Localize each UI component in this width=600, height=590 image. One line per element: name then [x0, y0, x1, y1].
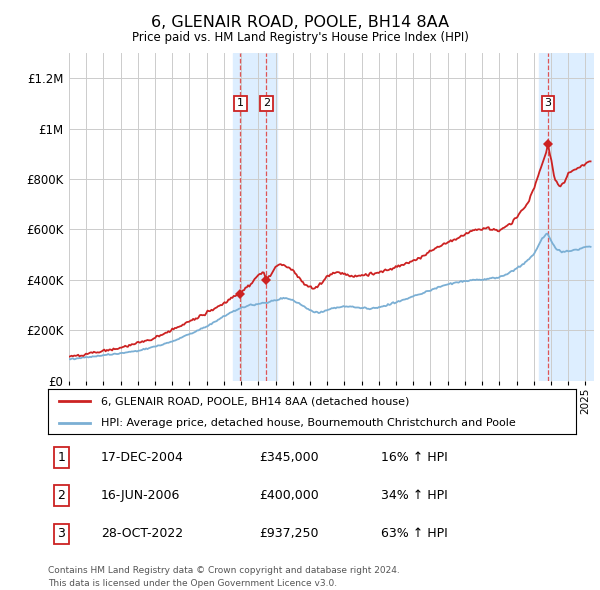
Text: 17-DEC-2004: 17-DEC-2004 — [101, 451, 184, 464]
Text: £937,250: £937,250 — [259, 527, 319, 540]
Text: 3: 3 — [545, 99, 551, 109]
Text: 16% ↑ HPI: 16% ↑ HPI — [380, 451, 448, 464]
Text: 6, GLENAIR ROAD, POOLE, BH14 8AA (detached house): 6, GLENAIR ROAD, POOLE, BH14 8AA (detach… — [101, 396, 409, 407]
Text: 1: 1 — [237, 99, 244, 109]
Text: 34% ↑ HPI: 34% ↑ HPI — [380, 489, 448, 502]
Bar — [233, 53, 277, 381]
Text: Price paid vs. HM Land Registry's House Price Index (HPI): Price paid vs. HM Land Registry's House … — [131, 31, 469, 44]
Text: 6, GLENAIR ROAD, POOLE, BH14 8AA: 6, GLENAIR ROAD, POOLE, BH14 8AA — [151, 15, 449, 30]
Text: £400,000: £400,000 — [259, 489, 319, 502]
Text: 2: 2 — [57, 489, 65, 502]
Text: 2: 2 — [263, 99, 270, 109]
Bar — [539, 53, 594, 381]
Text: 63% ↑ HPI: 63% ↑ HPI — [380, 527, 448, 540]
Text: £345,000: £345,000 — [259, 451, 319, 464]
Text: 1: 1 — [57, 451, 65, 464]
Text: This data is licensed under the Open Government Licence v3.0.: This data is licensed under the Open Gov… — [48, 579, 337, 588]
Text: Contains HM Land Registry data © Crown copyright and database right 2024.: Contains HM Land Registry data © Crown c… — [48, 566, 400, 575]
Text: 28-OCT-2022: 28-OCT-2022 — [101, 527, 183, 540]
Text: 16-JUN-2006: 16-JUN-2006 — [101, 489, 180, 502]
Text: 3: 3 — [57, 527, 65, 540]
Text: HPI: Average price, detached house, Bournemouth Christchurch and Poole: HPI: Average price, detached house, Bour… — [101, 418, 515, 428]
